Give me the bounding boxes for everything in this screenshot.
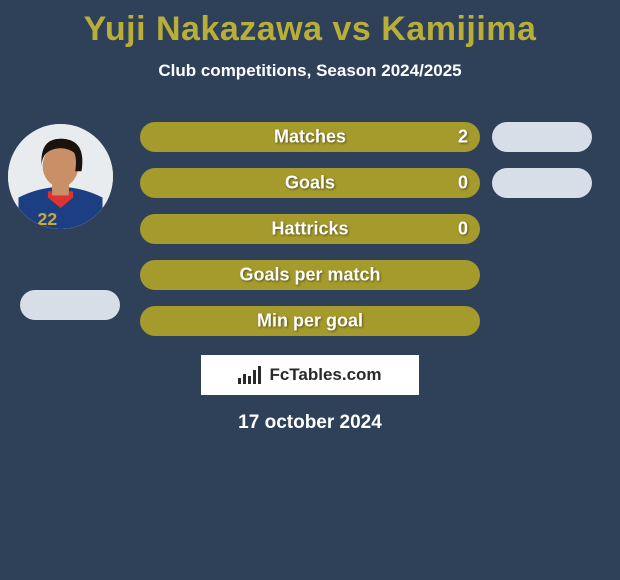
chart-bars-icon <box>238 366 263 384</box>
stat-row: Goals per match <box>0 260 620 292</box>
stat-value: 0 <box>458 173 468 194</box>
stat-value: 0 <box>458 219 468 240</box>
branding-box: FcTables.com <box>201 355 419 395</box>
stat-row: Min per goal <box>0 306 620 338</box>
stat-bar: Matches 2 <box>140 122 480 152</box>
card-title: Yuji Nakazawa vs Kamijima <box>0 0 620 49</box>
stat-label: Hattricks <box>271 219 348 240</box>
stat-label: Matches <box>274 127 346 148</box>
stat-label: Min per goal <box>257 311 363 332</box>
player2-value-pill <box>492 122 592 152</box>
stat-label: Goals per match <box>239 265 380 286</box>
comparison-card: Yuji Nakazawa vs Kamijima Club competiti… <box>0 0 620 580</box>
stat-bar: Goals 0 <box>140 168 480 198</box>
stat-label: Goals <box>285 173 335 194</box>
stat-row: Matches 2 <box>0 122 620 154</box>
stat-row: Goals 0 <box>0 168 620 200</box>
player2-value-pill <box>492 168 592 198</box>
stat-bar: Hattricks 0 <box>140 214 480 244</box>
card-subtitle: Club competitions, Season 2024/2025 <box>0 49 620 81</box>
stat-bar: Min per goal <box>140 306 480 336</box>
footer-date: 17 october 2024 <box>0 412 620 434</box>
stat-bar: Goals per match <box>140 260 480 290</box>
branding-text: FcTables.com <box>269 365 381 385</box>
stat-value: 2 <box>458 127 468 148</box>
stat-row: Hattricks 0 <box>0 214 620 246</box>
